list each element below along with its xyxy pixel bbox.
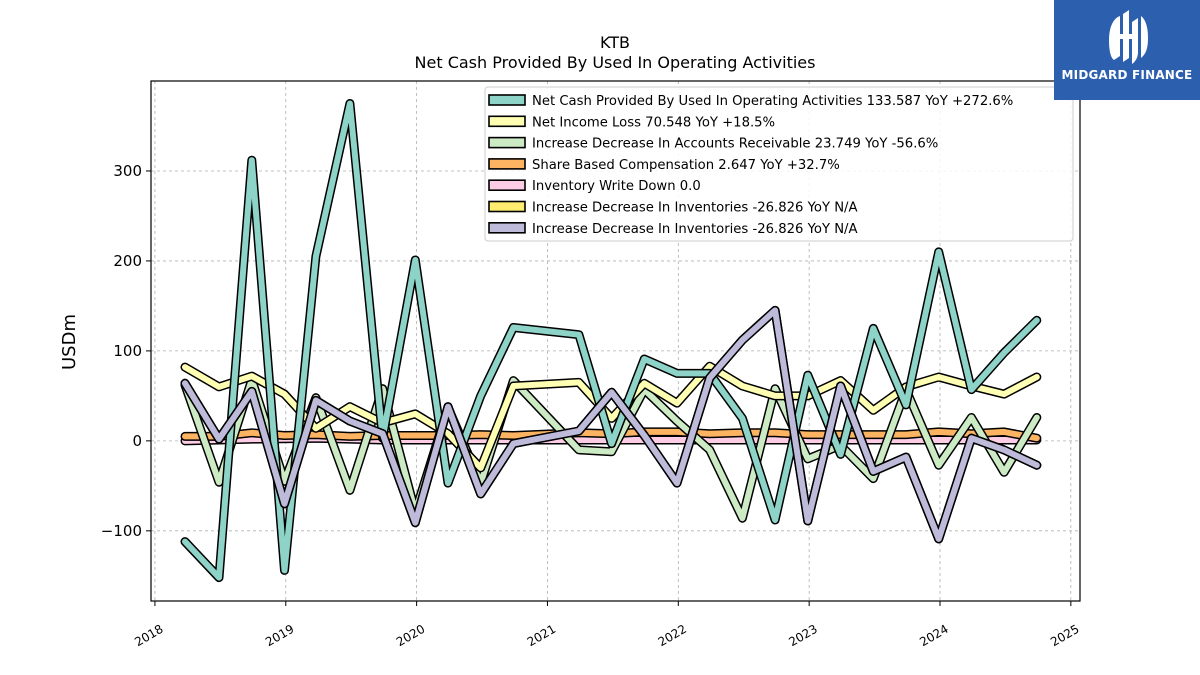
plot-frame [150,80,1081,602]
x-tick-label: 2020 [394,622,427,649]
chart-title: KTB [600,33,630,52]
legend-swatch [488,200,526,213]
y-tick-label: 300 [113,162,142,180]
legend-swatch [488,115,526,128]
y-tick-label: −100 [101,522,142,540]
legend-label: Increase Decrease In Accounts Receivable… [532,137,938,152]
y-axis-label: USDm [59,314,80,370]
legend-swatch [488,94,526,106]
x-tick-label: 2021 [525,622,558,649]
legend-label: Net Income Loss 70.548 YoY +18.5% [532,115,775,130]
x-tick-label: 2023 [786,622,819,649]
y-tick-label: 0 [132,432,142,450]
logo-text: MIDGARD FINANCE [1061,68,1193,82]
midgard-finance-logo: MIDGARD FINANCE [1054,0,1200,100]
legend-swatch [488,179,526,191]
legend-swatch [488,136,526,149]
x-tick-label: 2018 [132,622,165,649]
series-lines [180,99,1042,583]
x-tick-label: 2025 [1048,622,1081,649]
series-line [182,100,1040,581]
y-tick-label: 200 [113,252,142,270]
chart-subtitle: Net Cash Provided By Used In Operating A… [415,53,816,72]
legend-swatch [488,222,526,234]
legend-label: Net Cash Provided By Used In Operating A… [532,94,1013,109]
legend-box [484,86,1074,242]
legend-label: Increase Decrease In Inventories -26.826… [532,222,858,237]
x-tick-label: 2024 [917,622,950,649]
series-line [182,428,1040,442]
legend-label: Share Based Compensation 2.647 YoY +32.7… [532,158,840,173]
legend-label: Inventory Write Down 0.0 [532,179,701,194]
y-tick-label: 100 [113,342,142,360]
series-line-outline [180,305,1042,544]
x-tick-label: 2022 [656,622,689,649]
series-line [182,307,1040,542]
x-tick-label: 2019 [263,622,296,649]
legend: Net Cash Provided By Used In Operating A… [484,86,1074,242]
legend-label: Increase Decrease In Inventories -26.826… [532,201,858,216]
logo-mark-icon [1109,10,1148,64]
legend-swatch [488,158,526,170]
